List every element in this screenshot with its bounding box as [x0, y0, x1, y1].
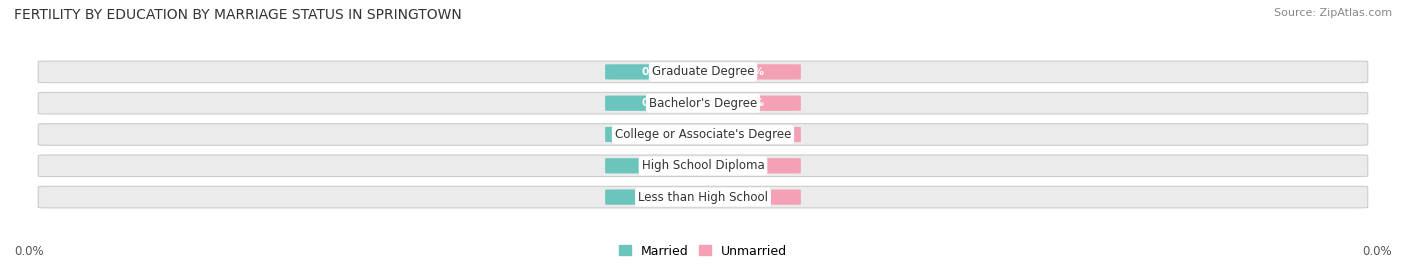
FancyBboxPatch shape: [38, 61, 1368, 83]
Text: 0.0%: 0.0%: [641, 129, 671, 140]
FancyBboxPatch shape: [700, 95, 801, 111]
FancyBboxPatch shape: [38, 92, 1368, 114]
Text: 0.0%: 0.0%: [641, 192, 671, 202]
FancyBboxPatch shape: [605, 158, 706, 174]
Text: 0.0%: 0.0%: [641, 67, 671, 77]
Text: 0.0%: 0.0%: [735, 67, 765, 77]
Text: Bachelor's Degree: Bachelor's Degree: [650, 97, 756, 110]
Text: 0.0%: 0.0%: [14, 245, 44, 258]
FancyBboxPatch shape: [605, 127, 706, 142]
Text: Graduate Degree: Graduate Degree: [652, 65, 754, 78]
Text: Less than High School: Less than High School: [638, 191, 768, 204]
FancyBboxPatch shape: [605, 189, 706, 205]
Text: FERTILITY BY EDUCATION BY MARRIAGE STATUS IN SPRINGTOWN: FERTILITY BY EDUCATION BY MARRIAGE STATU…: [14, 8, 461, 22]
FancyBboxPatch shape: [700, 158, 801, 174]
Text: 0.0%: 0.0%: [735, 98, 765, 108]
Text: 0.0%: 0.0%: [735, 161, 765, 171]
Legend: Married, Unmarried: Married, Unmarried: [613, 239, 793, 263]
Text: College or Associate's Degree: College or Associate's Degree: [614, 128, 792, 141]
FancyBboxPatch shape: [38, 155, 1368, 177]
FancyBboxPatch shape: [700, 127, 801, 142]
Text: 0.0%: 0.0%: [641, 98, 671, 108]
Text: 0.0%: 0.0%: [735, 192, 765, 202]
Text: 0.0%: 0.0%: [735, 129, 765, 140]
Text: 0.0%: 0.0%: [641, 161, 671, 171]
FancyBboxPatch shape: [38, 124, 1368, 145]
FancyBboxPatch shape: [605, 64, 706, 80]
Text: High School Diploma: High School Diploma: [641, 159, 765, 172]
Text: Source: ZipAtlas.com: Source: ZipAtlas.com: [1274, 8, 1392, 18]
FancyBboxPatch shape: [605, 95, 706, 111]
Text: 0.0%: 0.0%: [1362, 245, 1392, 258]
FancyBboxPatch shape: [38, 186, 1368, 208]
FancyBboxPatch shape: [700, 189, 801, 205]
FancyBboxPatch shape: [700, 64, 801, 80]
